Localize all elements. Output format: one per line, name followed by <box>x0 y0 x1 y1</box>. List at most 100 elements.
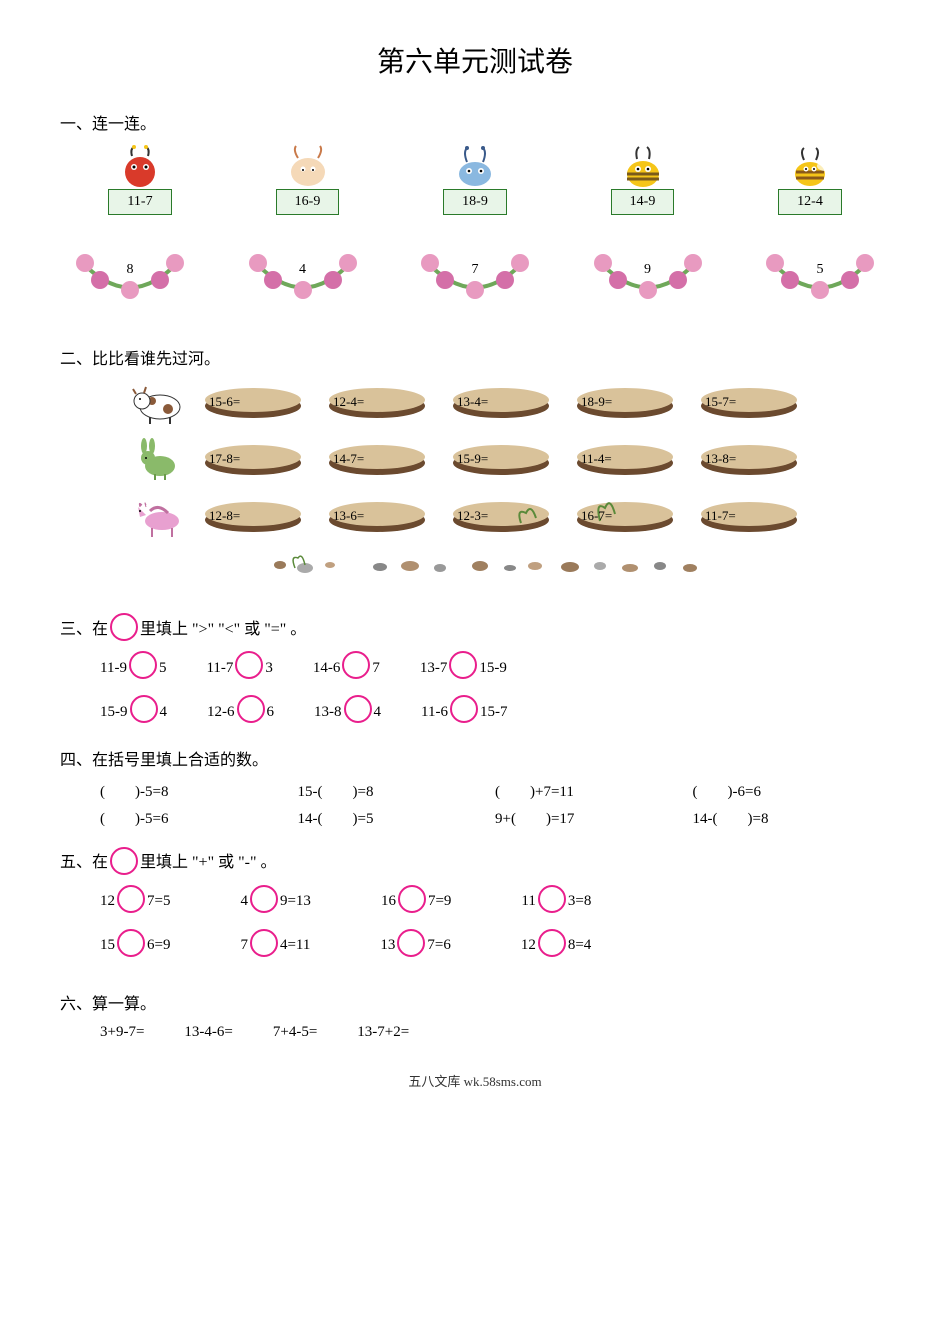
fill-blank-item: ( )+7=11 <box>495 780 693 801</box>
expr-box: 16-9 <box>276 189 340 215</box>
bug-item-2: 18-9 <box>405 144 545 215</box>
compare-item: 12-66 <box>207 698 274 726</box>
wreath-num: 9 <box>644 262 651 278</box>
fill-blank-item: ( )-5=6 <box>100 807 298 828</box>
stone: 17-8= <box>197 441 309 477</box>
fill-blank-item: 14-( )=8 <box>693 807 891 828</box>
fill-blank-item: ( )-6=6 <box>693 780 891 801</box>
bug-icon <box>613 144 673 189</box>
bug-icon <box>110 144 170 189</box>
section5-label: 五、在里填上 "+" 或 "-" 。 <box>60 848 890 877</box>
stone: 16-7= <box>569 498 681 534</box>
bug-item-4: 12-4 <box>740 144 880 215</box>
compare-item: 14-67 <box>313 654 380 682</box>
circle-icon <box>398 885 426 913</box>
bug-icon <box>278 144 338 189</box>
operator-item: 113=8 <box>521 888 591 916</box>
circle-icon <box>449 651 477 679</box>
wreath-num: 7 <box>472 262 479 278</box>
fill-blank-item: ( )-5=8 <box>100 780 298 801</box>
cow-icon <box>130 379 185 424</box>
circle-icon <box>110 613 138 641</box>
circle-row: 11-95 11-73 14-67 13-715-9 <box>60 654 890 682</box>
stone: 15-6= <box>197 384 309 420</box>
compare-item: 11-73 <box>206 654 272 682</box>
s2-row-2: 12-8= 13-6= 12-3= 16-7= 11-7= <box>130 493 890 538</box>
operator-item: 74=11 <box>240 932 310 960</box>
wreath-2: 7 <box>415 245 535 305</box>
section6-row: 3+9-7=13-4-6=7+4-5=13-7+2= <box>60 1024 890 1041</box>
wreath-1: 4 <box>243 245 363 305</box>
operator-item: 156=9 <box>100 932 170 960</box>
calc-item: 13-7+2= <box>357 1024 409 1041</box>
section1-wreath-row: 8 4 7 9 5 <box>60 245 890 305</box>
circle-icon <box>250 885 278 913</box>
circle-row: 127=5 49=13 167=9 113=8 <box>60 888 890 916</box>
expr-box: 18-9 <box>443 189 507 215</box>
circle-icon <box>130 695 158 723</box>
section6-label: 六、算一算。 <box>60 990 890 1014</box>
bug-item-1: 16-9 <box>238 144 378 215</box>
circle-icon <box>342 651 370 679</box>
operator-item: 137=6 <box>380 932 450 960</box>
fill-blank-item: 14-( )=5 <box>298 807 496 828</box>
stone: 13-4= <box>445 384 557 420</box>
stone: 13-6= <box>321 498 433 534</box>
operator-item: 127=5 <box>100 888 170 916</box>
circle-icon <box>117 885 145 913</box>
horse-icon <box>130 493 185 538</box>
wreath-0: 8 <box>70 245 190 305</box>
circle-icon <box>129 651 157 679</box>
s2-row-1: 17-8= 14-7= 15-9= 11-4= 13-8= <box>130 436 890 481</box>
stone: 15-9= <box>445 441 557 477</box>
circle-icon <box>450 695 478 723</box>
compare-item: 11-95 <box>100 654 166 682</box>
circle-icon <box>538 929 566 957</box>
stone: 13-8= <box>693 441 805 477</box>
page-footer: 五八文库 wk.58sms.com <box>60 1071 890 1090</box>
section4-grid: ( )-5=815-( )=8( )+7=11( )-6=6( )-5=614-… <box>60 780 890 828</box>
section4-label: 四、在括号里填上合适的数。 <box>60 746 890 770</box>
stone: 12-3= <box>445 498 557 534</box>
compare-item: 15-94 <box>100 698 167 726</box>
calc-item: 3+9-7= <box>100 1024 144 1041</box>
wreath-num: 4 <box>299 262 306 278</box>
compare-item: 13-84 <box>314 698 381 726</box>
compare-item: 11-615-7 <box>421 698 507 726</box>
circle-icon <box>397 929 425 957</box>
s2-row-0: 15-6= 12-4= 13-4= 18-9= 15-7= <box>130 379 890 424</box>
operator-item: 128=4 <box>521 932 591 960</box>
calc-item: 13-4-6= <box>184 1024 232 1041</box>
fill-blank-item: 9+( )=17 <box>495 807 693 828</box>
bug-item-0: 11-7 <box>70 144 210 215</box>
circle-icon <box>538 885 566 913</box>
stone: 12-8= <box>197 498 309 534</box>
bug-item-3: 14-9 <box>573 144 713 215</box>
expr-box: 12-4 <box>778 189 842 215</box>
stone: 11-4= <box>569 441 681 477</box>
section2-label: 二、比比看谁先过河。 <box>60 345 890 369</box>
wreath-num: 8 <box>127 262 134 278</box>
operator-item: 167=9 <box>381 888 451 916</box>
circle-icon <box>237 695 265 723</box>
stone: 14-7= <box>321 441 433 477</box>
wreath-num: 5 <box>817 262 824 278</box>
section3-label: 三、在里填上 ">" "<" 或 "=" 。 <box>60 615 890 644</box>
page-title: 第六单元测试卷 <box>60 40 890 80</box>
compare-item: 13-715-9 <box>420 654 507 682</box>
bug-icon <box>780 144 840 189</box>
section1-top-row: 11-7 16-9 18-9 14-9 12-4 <box>60 144 890 215</box>
section3-rows: 11-95 11-73 14-67 13-715-9 15-94 12-66 13-84 11… <box>60 654 890 726</box>
operator-item: 49=13 <box>240 888 310 916</box>
section2-content: 15-6= 12-4= 13-4= 18-9= 15-7= 17-8= 14-7… <box>60 379 890 575</box>
circle-icon <box>117 929 145 957</box>
circle-row: 15-94 12-66 13-84 11-615-7 <box>60 698 890 726</box>
circle-icon <box>344 695 372 723</box>
section1-label: 一、连一连。 <box>60 110 890 134</box>
expr-box: 14-9 <box>611 189 675 215</box>
stone: 11-7= <box>693 498 805 534</box>
stone: 18-9= <box>569 384 681 420</box>
bug-icon <box>445 144 505 189</box>
riverbed-icon <box>130 550 890 575</box>
wreath-3: 9 <box>588 245 708 305</box>
